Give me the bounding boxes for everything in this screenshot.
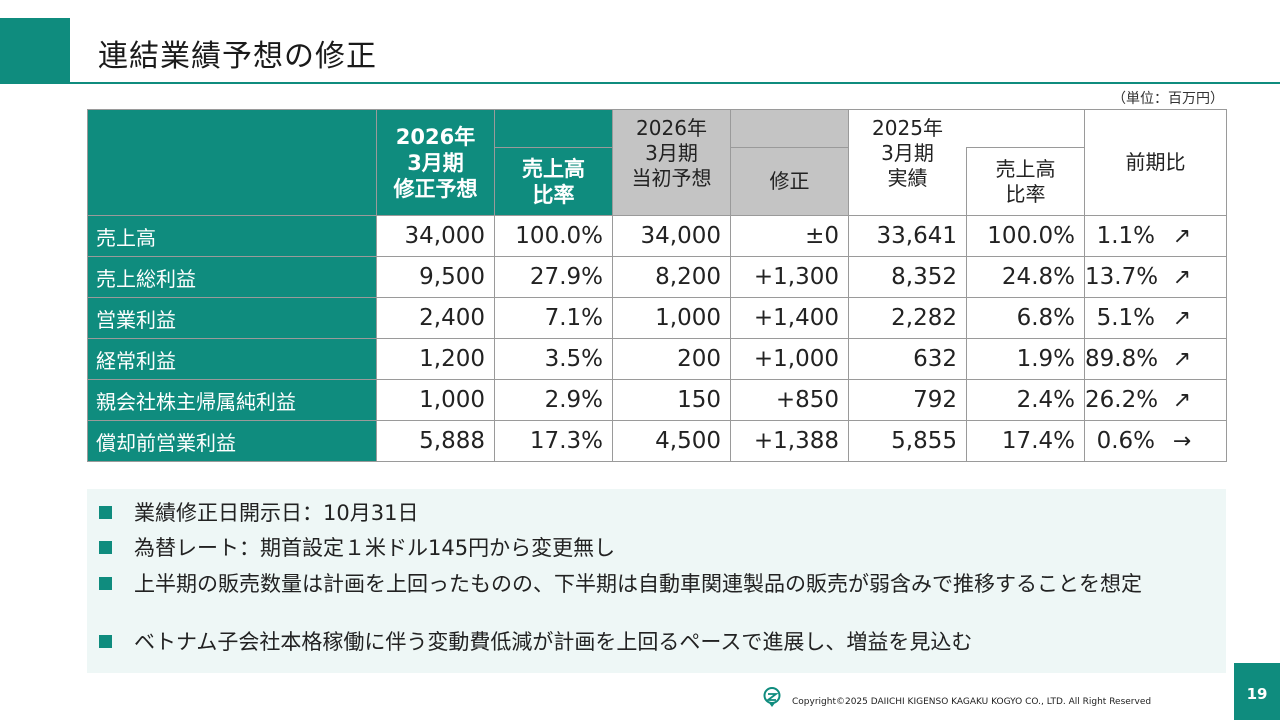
bullet-square-icon (99, 577, 112, 590)
cell-revised: 1,000 (376, 379, 495, 421)
header-revision-top (730, 109, 849, 148)
title-underline (70, 82, 1280, 84)
cell-actual: 792 (848, 379, 967, 421)
cell-yoy: 13.7% ↗ (1084, 256, 1227, 298)
row-label: 営業利益 (87, 297, 377, 339)
cell-yoy: 1.1% ↗ (1084, 215, 1227, 257)
yoy-value: 1.1% (1096, 223, 1155, 249)
bullet-square-icon (99, 541, 112, 554)
cell-initial: 200 (612, 338, 731, 380)
cell-revision: +1,000 (730, 338, 849, 380)
row-label: 売上総利益 (87, 256, 377, 298)
yoy-value: 0.6% (1096, 428, 1155, 454)
cell-actual-ratio: 100.0% (966, 215, 1085, 257)
note-text: 上半期の販売数量は計画を上回ったものの、下半期は自動車関連製品の販売が弱含みで推… (134, 572, 1142, 596)
header-revision: 修正 (730, 147, 849, 216)
cell-actual: 8,352 (848, 256, 967, 298)
cell-actual-ratio: 17.4% (966, 420, 1085, 462)
cell-actual: 5,855 (848, 420, 967, 462)
cell-revision: +850 (730, 379, 849, 421)
cell-revised-ratio: 2.9% (494, 379, 613, 421)
cell-initial: 150 (612, 379, 731, 421)
unit-label: （単位：百万円） (1112, 91, 1224, 107)
cell-actual: 632 (848, 338, 967, 380)
cell-revised-ratio: 27.9% (494, 256, 613, 298)
cell-yoy: 0.6% → (1084, 420, 1227, 462)
cell-actual: 33,641 (848, 215, 967, 257)
note-text: 為替レート：期首設定１米ドル145円から変更無し (134, 536, 616, 560)
header-revised-sales-ratio: 売上高 比率 (494, 147, 613, 216)
company-logo-icon (763, 687, 781, 707)
cell-initial: 1,000 (612, 297, 731, 339)
bullet-square-icon (99, 506, 112, 519)
cell-revised: 34,000 (376, 215, 495, 257)
row-label: 償却前営業利益 (87, 420, 377, 462)
notes-panel: 業績修正日開示日：10月31日 為替レート：期首設定１米ドル145円から変更無し… (87, 489, 1226, 673)
cell-revised-ratio: 3.5% (494, 338, 613, 380)
cell-revised: 2,400 (376, 297, 495, 339)
cell-revision: +1,400 (730, 297, 849, 339)
header-initial-forecast: 2026年 3月期 当初予想 (612, 109, 731, 216)
trend-arrow-icon: ↗ (1172, 347, 1192, 372)
cell-revised: 1,200 (376, 338, 495, 380)
yoy-value: 26.2% (1085, 387, 1159, 413)
note-text: ベトナム子会社本格稼働に伴う変動費低減が計画を上回るペースで進展し、増益を見込む (134, 630, 973, 654)
cell-yoy: 26.2% ↗ (1084, 379, 1227, 421)
row-label: 経常利益 (87, 338, 377, 380)
cell-revised-ratio: 100.0% (494, 215, 613, 257)
header-prior-actual: 2025年 3月期 実績 (848, 109, 967, 216)
bullet-square-icon (99, 635, 112, 648)
cell-revision: +1,300 (730, 256, 849, 298)
cell-actual-ratio: 1.9% (966, 338, 1085, 380)
header-yoy: 前期比 (1084, 109, 1227, 216)
cell-revised: 9,500 (376, 256, 495, 298)
table-row: 償却前営業利益 5,888 17.3% 4,500 +1,388 5,855 1… (87, 420, 1227, 462)
yoy-value: 13.7% (1085, 264, 1159, 290)
row-label: 売上高 (87, 215, 377, 257)
trend-arrow-icon: ↗ (1172, 265, 1192, 290)
page-number: 19 (1234, 663, 1280, 720)
cell-actual-ratio: 6.8% (966, 297, 1085, 339)
table-row: 親会社株主帰属純利益 1,000 2.9% 150 +850 792 2.4% … (87, 379, 1227, 421)
header-actual-ratio-top (966, 109, 1085, 148)
trend-arrow-icon: ↗ (1172, 224, 1192, 249)
cell-revision: ±0 (730, 215, 849, 257)
note-text: 業績修正日開示日：10月31日 (134, 501, 419, 525)
cell-actual: 2,282 (848, 297, 967, 339)
copyright-notice: Copyright©2025 DAIICHI KIGENSO KAGAKU KO… (792, 697, 1152, 707)
cell-actual-ratio: 2.4% (966, 379, 1085, 421)
cell-actual-ratio: 24.8% (966, 256, 1085, 298)
yoy-value: 89.8% (1085, 346, 1159, 372)
cell-initial: 8,200 (612, 256, 731, 298)
cell-revised: 5,888 (376, 420, 495, 462)
yoy-value: 5.1% (1096, 305, 1155, 331)
table-row: 営業利益 2,400 7.1% 1,000 +1,400 2,282 6.8% … (87, 297, 1227, 339)
trend-arrow-icon: ↗ (1172, 306, 1192, 331)
table-row: 売上高 34,000 100.0% 34,000 ±0 33,641 100.0… (87, 215, 1227, 257)
cell-initial: 4,500 (612, 420, 731, 462)
cell-revision: +1,388 (730, 420, 849, 462)
cell-revised-ratio: 17.3% (494, 420, 613, 462)
header-corner (87, 109, 377, 216)
page-title: 連結業績予想の修正 (98, 39, 377, 74)
cell-yoy: 5.1% ↗ (1084, 297, 1227, 339)
header-revised-forecast: 2026年 3月期 修正予想 (376, 109, 495, 216)
header-revised-ratio-top (494, 109, 613, 148)
trend-arrow-icon: → (1172, 429, 1192, 454)
title-accent-block (0, 18, 70, 84)
earnings-forecast-table: 2026年 3月期 修正予想 2026年 3月期 当初予想 2025年 3月期 … (87, 109, 1227, 462)
table-row: 売上総利益 9,500 27.9% 8,200 +1,300 8,352 24.… (87, 256, 1227, 298)
trend-arrow-icon: ↗ (1172, 388, 1192, 413)
cell-yoy: 89.8% ↗ (1084, 338, 1227, 380)
cell-initial: 34,000 (612, 215, 731, 257)
row-label: 親会社株主帰属純利益 (87, 379, 377, 421)
table-row: 経常利益 1,200 3.5% 200 +1,000 632 1.9% 89.8… (87, 338, 1227, 380)
header-actual-sales-ratio: 売上高 比率 (966, 147, 1085, 216)
cell-revised-ratio: 7.1% (494, 297, 613, 339)
